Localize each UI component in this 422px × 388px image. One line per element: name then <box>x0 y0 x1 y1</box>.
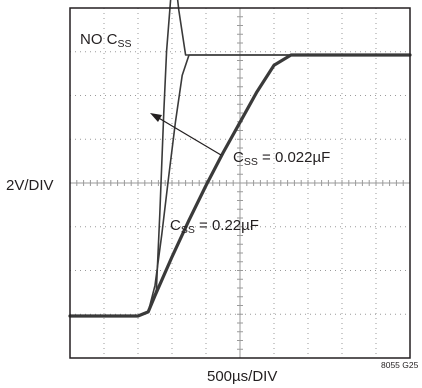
graticule <box>70 8 410 358</box>
annotation-arrowhead <box>150 113 162 122</box>
figure-id: 8055 G25 <box>381 361 418 370</box>
series-label-subscript: SS <box>118 38 132 50</box>
series-label-css-0022uf: CSS = 0.022µF <box>233 150 330 168</box>
series-label-prefix: C <box>233 149 244 166</box>
series-label-prefix: NO C <box>80 31 118 48</box>
series-label-subscript: SS <box>181 224 195 236</box>
series-label-subscript: SS <box>244 156 258 168</box>
series-label-prefix: C <box>170 217 181 234</box>
annotation-arrow-line <box>157 117 221 155</box>
x-axis-label: 500µs/DIV <box>207 369 277 384</box>
series-label-suffix: = 0.022µF <box>258 149 330 166</box>
series-label-suffix: = 0.22µF <box>195 217 259 234</box>
series-label-css-022uf: CSS = 0.22µF <box>170 218 259 236</box>
y-axis-label: 2V/DIV <box>6 178 54 193</box>
series-label-no-css: NO CSS <box>80 32 132 50</box>
